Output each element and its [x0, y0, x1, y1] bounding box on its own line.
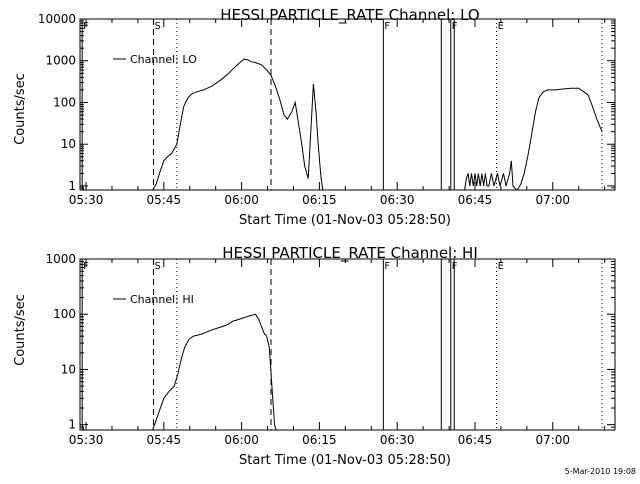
- plot-frame: [79, 18, 616, 191]
- chart-title: HESSI PARTICLE_RATE Channel: HI: [222, 244, 478, 263]
- marker-label: F: [83, 21, 89, 32]
- series-line: [152, 313, 277, 431]
- marker-label: F: [384, 261, 390, 272]
- x-tick-label: 07:00: [535, 433, 570, 447]
- x-tick-label: 06:00: [224, 193, 259, 207]
- series-line: [516, 87, 603, 191]
- y-tick-label: 100: [53, 95, 76, 109]
- y-tick-label: 10: [61, 137, 76, 151]
- x-tick-label: 05:30: [69, 433, 104, 447]
- x-axis-label: Start Time (01-Nov-03 05:28:50): [239, 213, 451, 228]
- x-tick-label: 06:45: [458, 433, 493, 447]
- chart-marks: 1 10 100 1000 05:30 05:45 06:00 06:15 06:30 06:45…: [45, 252, 616, 447]
- y-tick-label: 100: [53, 307, 76, 321]
- y-tick-label: 10000: [38, 12, 76, 26]
- series-line: [464, 160, 517, 191]
- y-axis-label: Counts/sec: [13, 73, 28, 145]
- y-tick-label: 1: [68, 418, 76, 432]
- legend-entry: Channel: LO: [130, 53, 197, 66]
- legend-entry: Channel: HI: [130, 293, 194, 306]
- marker-label: S: [154, 21, 160, 32]
- x-tick-label: 06:30: [380, 193, 415, 207]
- plot-frame: [79, 258, 616, 431]
- y-axis-label: Counts/sec: [13, 294, 28, 366]
- y-tick-label: 1000: [45, 54, 76, 68]
- x-tick-label: 05:45: [147, 193, 182, 207]
- x-tick-label: 06:15: [302, 193, 337, 207]
- marker-label: F: [83, 261, 89, 272]
- series-line: [152, 58, 324, 191]
- x-tick-label: 06:30: [380, 433, 415, 447]
- marker-label: S: [154, 261, 160, 272]
- y-tick-label: 1: [68, 179, 76, 193]
- footer-timestamp: 5-Mar-2010 19:08: [565, 467, 636, 476]
- chart-marks: 1 10 100 1000 10000 05:30 05:45 06:00 06:15 06:30…: [38, 12, 616, 207]
- x-tick-label: 05:45: [147, 433, 182, 447]
- x-tick-label: 06:00: [224, 433, 259, 447]
- x-tick-label: 06:15: [302, 433, 337, 447]
- x-tick-label: 05:30: [69, 193, 104, 207]
- x-tick-label: 06:45: [458, 193, 493, 207]
- chart-lo-channel: HESSI PARTICLE_RATE Channel: LO Start Ti…: [13, 6, 616, 228]
- x-axis-label: Start Time (01-Nov-03 05:28:50): [239, 453, 451, 468]
- x-tick-label: 07:00: [535, 193, 570, 207]
- series-line: [81, 424, 85, 431]
- y-tick-label: 10: [61, 362, 76, 376]
- marker-label: F: [452, 261, 458, 272]
- series-line: [81, 185, 85, 191]
- chart-title: HESSI PARTICLE_RATE Channel: LO: [220, 6, 479, 25]
- chart-hi-channel: HESSI PARTICLE_RATE Channel: HI Start Ti…: [13, 244, 616, 468]
- marker-label: F: [452, 21, 458, 32]
- marker-label: E: [498, 261, 504, 272]
- marker-label: F: [384, 21, 390, 32]
- y-tick-label: 1000: [45, 252, 76, 266]
- marker-label: E: [498, 21, 504, 32]
